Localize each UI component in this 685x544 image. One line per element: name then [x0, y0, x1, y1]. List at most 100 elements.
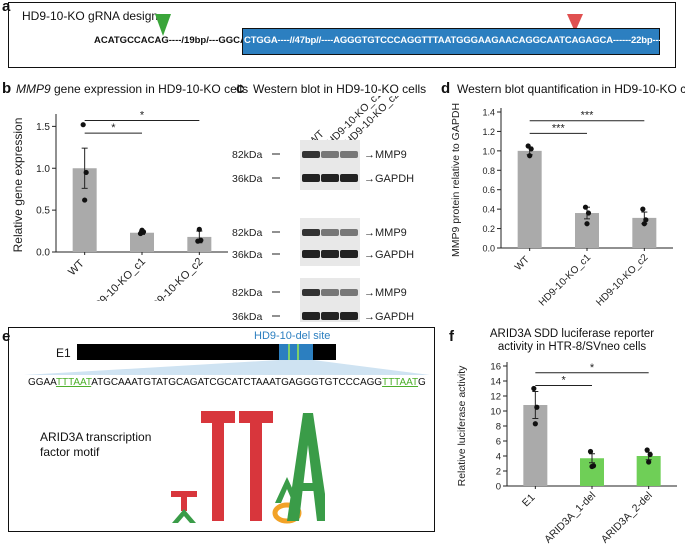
- mmp9-band: [340, 151, 358, 158]
- x-tick-label: ARID3A_1-del: [542, 490, 598, 544]
- exon-label: E1: [56, 346, 71, 360]
- y-tick-label: 0: [496, 482, 501, 493]
- x-tick-label: HD9-10-KO_c2: [144, 256, 206, 301]
- x-tick-label: HD9-10-KO_c1: [86, 256, 148, 301]
- kda-label: 36kDa: [232, 249, 263, 261]
- sig-label: ***: [581, 110, 595, 122]
- gapdh-band: [321, 174, 339, 182]
- panel-b-title: MMP9 gene expression in HD9-10-KO cells: [16, 82, 248, 96]
- y-axis-label: MMP9 protein relative to GAPDH: [450, 103, 462, 257]
- y-tick-label: 0.0: [482, 244, 495, 254]
- kda-label: 36kDa: [232, 311, 263, 322]
- data-point: [585, 210, 592, 216]
- y-tick-label: 1.5: [36, 122, 50, 133]
- data-point: [584, 221, 590, 227]
- site-line-1: [288, 344, 290, 360]
- panel-e: [8, 327, 435, 532]
- gapdh-band: [321, 250, 339, 258]
- data-point: [640, 206, 646, 212]
- y-tick-label: 1.4: [482, 108, 495, 118]
- bar: [517, 150, 542, 248]
- x-tick-label: WT: [513, 254, 532, 273]
- x-tick-label: HD9-10-KO_c1: [537, 252, 593, 308]
- sig-label: *: [590, 362, 595, 374]
- panel-a-title: HD9-10-KO gRNA design: [22, 9, 159, 23]
- data-point: [646, 459, 652, 465]
- y-tick-label: 12: [490, 392, 501, 403]
- sig-label: *: [562, 375, 567, 387]
- data-point: [80, 122, 86, 128]
- panel-c-title: Western blot in HD9-10-KO cells: [253, 82, 427, 96]
- gapdh-band: [340, 312, 358, 320]
- blot-membrane: [300, 218, 360, 266]
- mmp9-band: [302, 151, 320, 158]
- bar: [187, 236, 212, 252]
- gapdh-band: [340, 250, 358, 258]
- panel-f-title: ARID3A SDD luciferase reporter activity …: [462, 328, 682, 354]
- x-tick-label: HD9-10-KO_c2: [594, 252, 650, 308]
- western-blot: WTHD9-10-KO_c1HD9-10-KO_c282kDa36kDa→MMP…: [232, 96, 414, 322]
- gapdh-band: [340, 174, 358, 182]
- data-point: [534, 404, 540, 410]
- zoom-triangle: [24, 360, 430, 375]
- data-point: [196, 226, 202, 232]
- mmp9-band: [302, 229, 320, 236]
- motif-label: ARID3A transcription factor motif: [40, 430, 151, 460]
- panel-f-letter: f: [449, 328, 454, 345]
- sig-label: *: [111, 122, 116, 134]
- data-point: [582, 204, 589, 210]
- data-point: [531, 385, 537, 392]
- y-tick-label: 0.2: [482, 224, 495, 234]
- panel-a: [8, 2, 676, 68]
- motif-1: TTTAAT: [55, 377, 92, 388]
- panel-b-title-rest: gene expression in HD9-10-KO cells: [50, 82, 249, 96]
- mmp9-band: [321, 289, 339, 296]
- panel-d-letter: d: [441, 80, 451, 97]
- data-point: [198, 237, 204, 243]
- sig-label: *: [140, 110, 145, 122]
- panel-d-title: Western blot quantification in HD9-10-KO…: [457, 82, 685, 96]
- sequence-logo: [171, 411, 325, 524]
- motif-2: TTTAAT: [382, 377, 419, 388]
- y-tick-label: 8: [496, 422, 501, 433]
- seq-post: G: [418, 377, 426, 388]
- motif-label-line2: factor motif: [40, 445, 100, 459]
- data-point: [641, 221, 647, 227]
- red-arrow-icon: [567, 14, 583, 32]
- panel-b-gene: MMP9: [16, 82, 51, 96]
- y-tick-label: 6: [496, 437, 501, 448]
- sequence-box: [242, 28, 660, 55]
- band-label: →MMP9: [364, 227, 407, 239]
- y-tick-label: 10: [490, 407, 501, 418]
- data-point: [587, 448, 594, 455]
- chart-f: 0 2 4 6 8 10 12 14 16 Relative luciferase activit…: [456, 362, 677, 544]
- bar: [130, 232, 154, 252]
- kda-label: 82kDa: [232, 287, 263, 299]
- motif-label-line1: ARID3A transcription: [40, 430, 152, 444]
- y-tick-label: 14: [490, 377, 501, 388]
- blot-membrane: [300, 140, 360, 190]
- e-sequence: GGAATTTAATATGCAAATGTATGCAGATCGCATCTAAATG…: [28, 377, 426, 388]
- band-label: →GAPDH: [364, 311, 414, 322]
- band-label: →MMP9: [364, 149, 407, 161]
- gapdh-band: [302, 250, 320, 258]
- mmp9-band: [321, 229, 339, 236]
- kda-label: 82kDa: [232, 149, 263, 161]
- site-line-2: [297, 344, 299, 360]
- panel-b-letter: b: [2, 80, 12, 97]
- gapdh-band: [321, 312, 339, 320]
- green-arrow-icon: [155, 14, 171, 36]
- gapdh-band: [302, 174, 320, 182]
- x-tick-label: ARID3A_2-del: [599, 490, 655, 544]
- chart-d: 0.0 0.2 0.4 0.6 0.8 1.0 1.2 1.4 MMP9 protein rel…: [450, 103, 673, 308]
- seq-left: ACATGCCACAG----/19bp/---GGCA: [94, 35, 247, 46]
- exon-bar: [77, 344, 336, 360]
- data-point: [528, 146, 534, 152]
- band-label: →MMP9: [364, 287, 407, 299]
- kda-label: 82kDa: [232, 227, 263, 239]
- band-label: →GAPDH: [364, 249, 414, 261]
- mmp9-band: [340, 289, 358, 296]
- y-tick-label: 1.2: [482, 127, 495, 137]
- y-tick-label: 1.0: [36, 164, 50, 175]
